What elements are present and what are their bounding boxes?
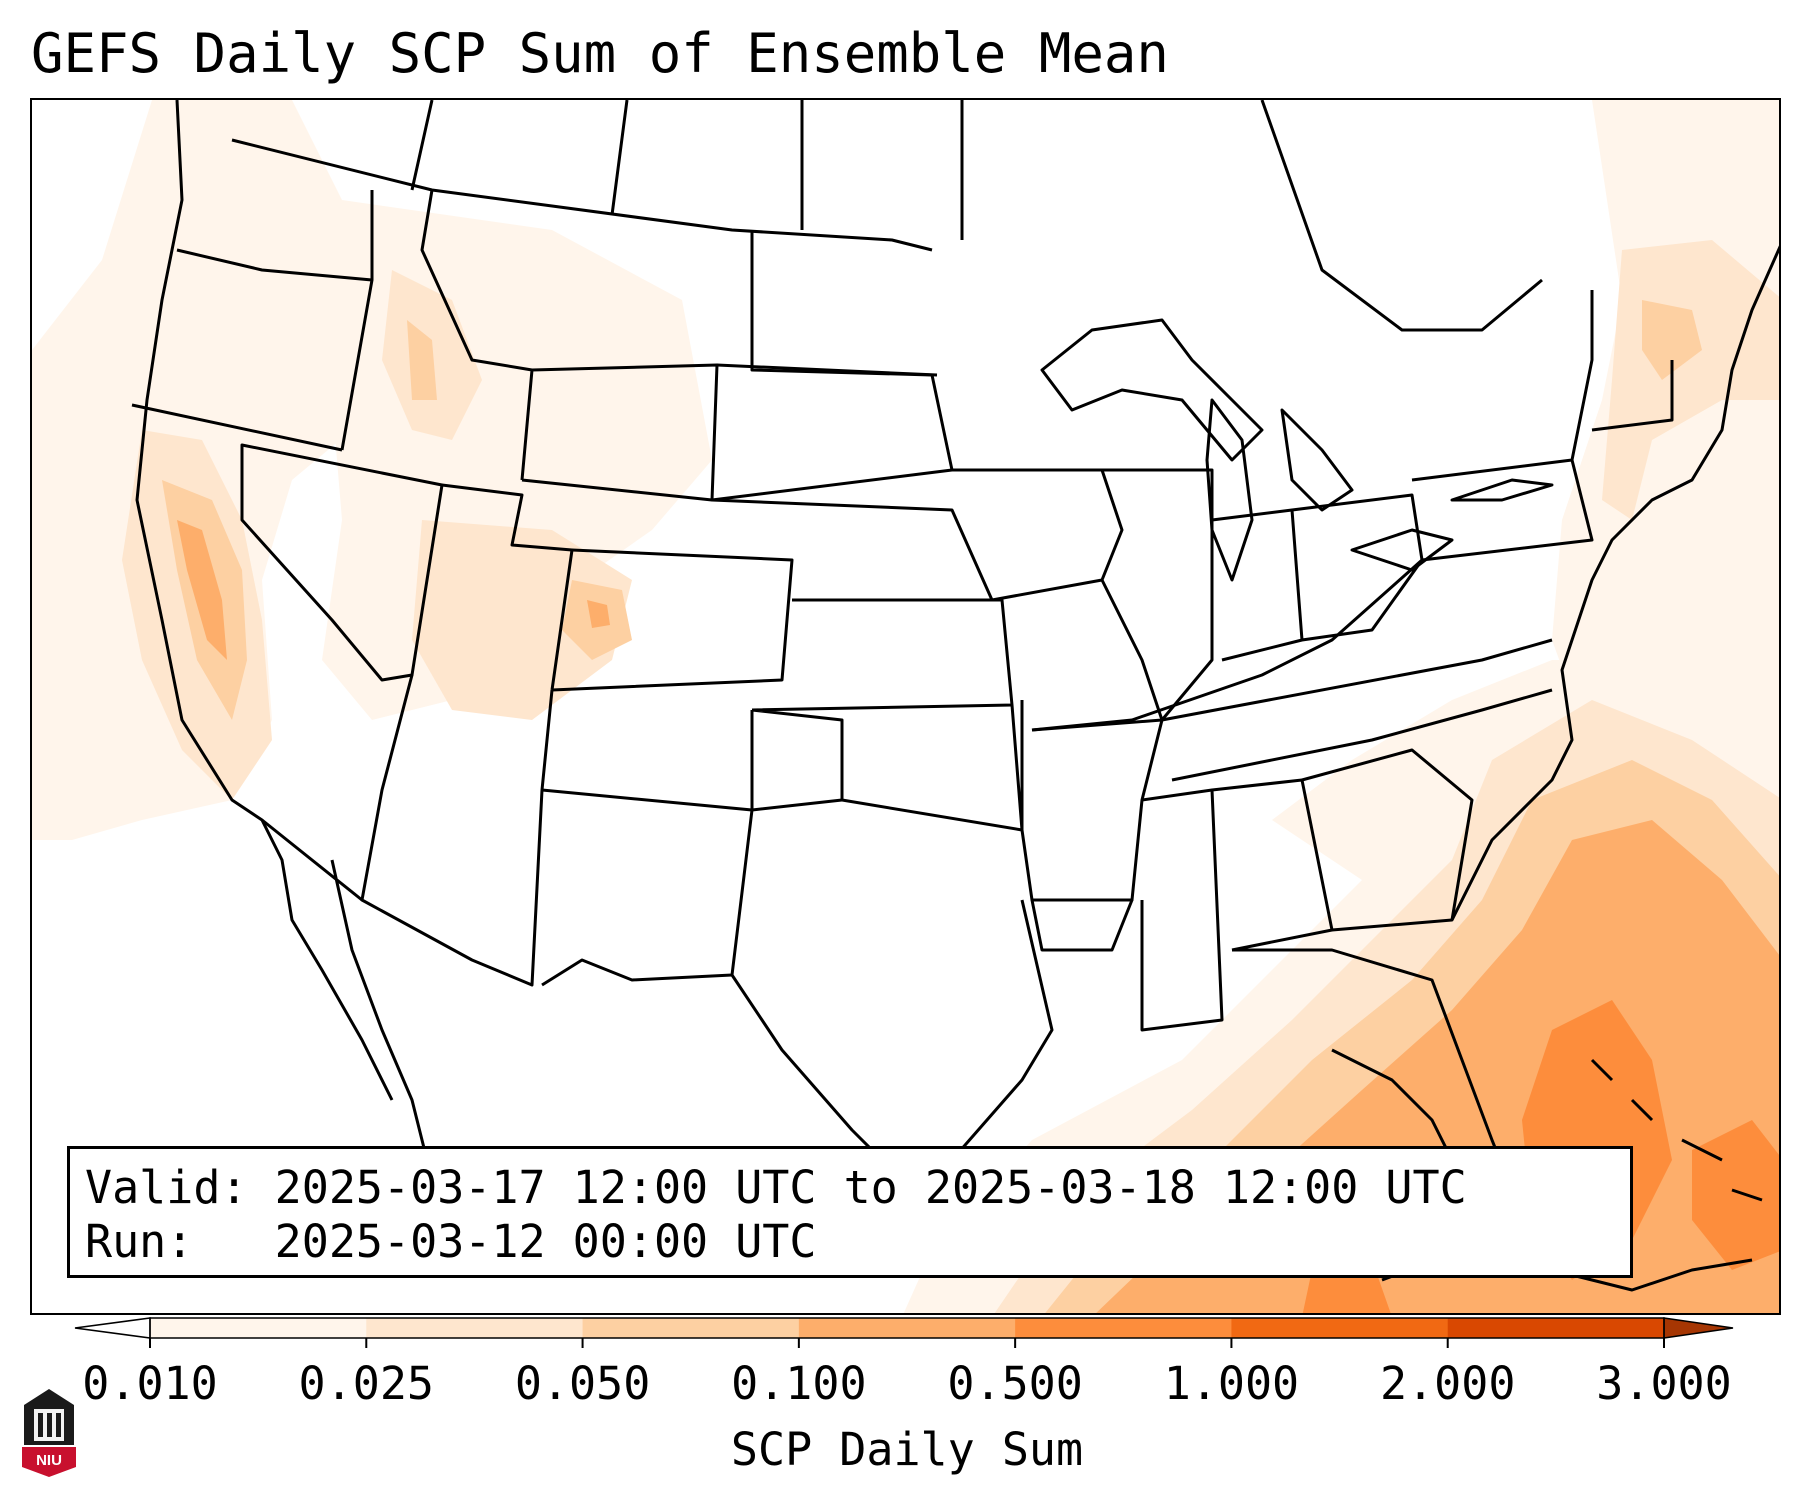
colorbar-tick-label: 0.025 bbox=[298, 1357, 435, 1410]
map-panel bbox=[30, 98, 1781, 1315]
colorbar-tick-label: 3.000 bbox=[1596, 1357, 1732, 1410]
colorbar-label: SCP Daily Sum bbox=[730, 1423, 1084, 1476]
colorbar-tick-label: 0.100 bbox=[731, 1357, 867, 1410]
niu-tower-logo-icon: NIU bbox=[22, 1389, 76, 1477]
valid-time-text: Valid: 2025-03-17 12:00 UTC to 2025-03-1… bbox=[85, 1161, 1467, 1214]
valid-run-info-box: Valid: 2025-03-17 12:00 UTC to 2025-03-1… bbox=[67, 1146, 1633, 1278]
colorbar-bin bbox=[150, 1318, 367, 1338]
state-boundaries bbox=[131, 100, 1779, 1292]
colorbar-tick-label: 0.050 bbox=[514, 1357, 651, 1410]
map-title: GEFS Daily SCP Sum of Ensemble Mean bbox=[31, 22, 1169, 85]
colorbar-bin bbox=[1231, 1318, 1449, 1338]
colorbar-ticks bbox=[149, 1338, 1665, 1348]
colorbar-bin bbox=[582, 1318, 800, 1338]
logo-text: NIU bbox=[36, 1452, 62, 1469]
colorbar-tick-label: 2.000 bbox=[1379, 1357, 1516, 1410]
colorbar-bin bbox=[1447, 1318, 1665, 1338]
colorbar-tick-label: 0.500 bbox=[947, 1357, 1083, 1410]
colorbar-under-triangle bbox=[74, 1317, 151, 1339]
colorbar-bin bbox=[1015, 1318, 1232, 1338]
scp-map bbox=[32, 100, 1779, 1313]
colorbar-bins bbox=[150, 1318, 1665, 1338]
colorbar bbox=[74, 1317, 1734, 1348]
colorbar-over-triangle bbox=[1663, 1317, 1734, 1339]
colorbar-bin bbox=[366, 1318, 584, 1338]
colorbar-tick-label: 1.000 bbox=[1163, 1357, 1300, 1410]
colorbar-outline bbox=[149, 1317, 1665, 1339]
colorbar-tick-label: 0.010 bbox=[82, 1357, 218, 1410]
scp-shading-layer bbox=[32, 100, 1779, 1313]
run-time-text: Run: 2025-03-12 00:00 UTC bbox=[85, 1215, 817, 1268]
colorbar-bin bbox=[798, 1318, 1016, 1338]
